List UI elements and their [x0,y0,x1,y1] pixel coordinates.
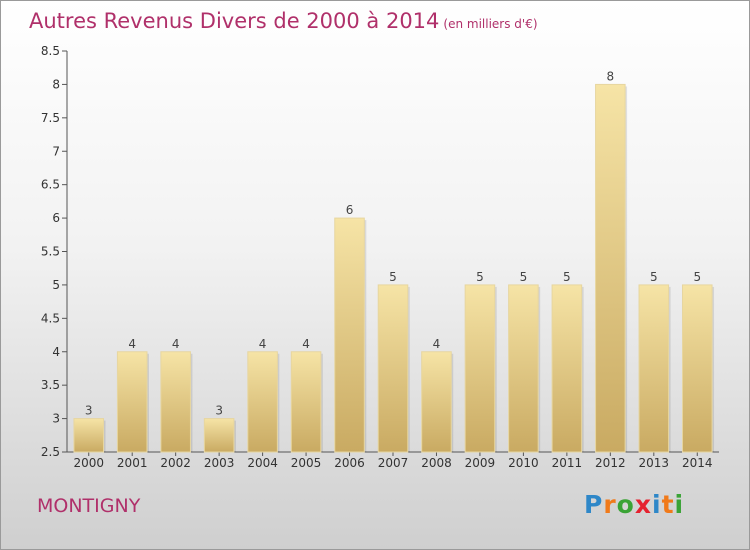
chart-title-unit: (en milliers d'€) [443,17,538,31]
logo-letter: o [616,490,635,519]
bar-2008 [421,351,452,453]
x-tick-label: 2007 [378,456,409,470]
y-tick-label: 6.5 [41,178,60,192]
y-tick-label: 5.5 [41,245,60,259]
logo-letter: i [652,490,662,519]
data-label: 5 [389,270,397,284]
y-tick-label: 4.5 [41,311,60,325]
bar-2013 [638,284,670,453]
logo-letter: P [584,490,604,519]
data-label: 5 [650,270,658,284]
bar-2014 [681,284,713,453]
y-tick-label: 7 [52,144,60,158]
y-tick-label: 3.5 [41,378,60,392]
logo-letter: t [661,490,675,519]
y-tick-label: 8.5 [41,44,60,58]
bar-2003 [203,418,235,453]
chart-title-text: Autres Revenus Divers de 2000 à 2014 [29,9,440,33]
y-tick-label: 8 [52,77,60,91]
bar-2002 [160,351,191,453]
bar-2005 [290,351,322,453]
x-tick-label: 2011 [552,456,583,470]
y-tick-label: 3 [52,412,60,426]
bar-2009 [464,284,496,453]
x-tick-label: 2003 [204,456,235,470]
x-tick-label: 2009 [465,456,496,470]
bar-2004 [247,351,278,453]
x-tick-label: 2005 [291,456,322,470]
data-label: 4 [302,337,310,351]
y-tick-label: 2.5 [41,445,60,459]
data-label: 5 [476,270,484,284]
x-tick-label: 2001 [117,456,148,470]
logo-letter: x [634,490,652,519]
data-label: 4 [172,337,180,351]
x-tick-label: 2008 [421,456,452,470]
bar-2007 [377,284,409,453]
x-tick-label: 2013 [639,456,670,470]
y-tick-label: 5 [52,278,60,292]
x-tick-label: 2012 [595,456,626,470]
bar-2006 [334,217,365,453]
proxiti-logo: Proxiti [584,490,684,519]
x-tick-label: 2010 [508,456,539,470]
bar-2001 [116,351,148,453]
bar-2010 [508,284,539,453]
logo-letter: r [603,490,617,519]
data-label: 5 [520,270,528,284]
data-label: 3 [215,404,223,418]
data-label: 4 [433,337,441,351]
data-label: 5 [563,270,571,284]
data-label: 4 [128,337,136,351]
y-tick-label: 7.5 [41,111,60,125]
bar-2012 [595,83,626,453]
x-tick-label: 2014 [682,456,713,470]
data-label: 5 [693,270,701,284]
y-tick-label: 6 [52,211,60,225]
x-tick-label: 2002 [160,456,191,470]
x-tick-label: 2006 [334,456,365,470]
logo-letter: i [674,490,685,519]
bar-2000 [73,418,105,453]
data-label: 4 [259,337,267,351]
bar-2011 [551,284,583,453]
data-label: 8 [607,69,615,83]
chart-title: Autres Revenus Divers de 2000 à 2014 (en … [29,9,538,33]
place-name: MONTIGNY [37,495,141,517]
data-label: 6 [346,203,354,217]
x-tick-label: 2004 [247,456,278,470]
x-tick-label: 2000 [73,456,104,470]
y-tick-label: 4 [52,345,60,359]
data-label: 3 [85,404,93,418]
